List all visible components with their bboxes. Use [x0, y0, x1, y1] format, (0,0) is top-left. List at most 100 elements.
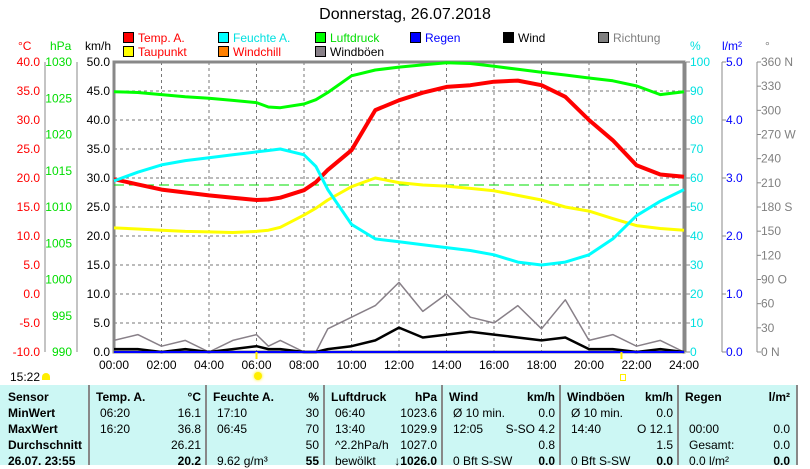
table-column: Temp. A. °C 06:20 16.1 16:20 36.8 26.21 20.2 — [90, 385, 205, 468]
column-divider — [205, 385, 207, 465]
axis-temp-tick-label: -5.0 — [19, 316, 40, 330]
axis-rain-tick-label: 5.0 — [726, 55, 743, 69]
table-column: Windböen km/h Ø 10 min. 0.0 14:40 O 12.1 1.5 0 … — [561, 385, 677, 468]
cell-secondary: 9.62 g/m³ — [217, 454, 268, 468]
axis-humidity-tick-label: 10 — [690, 316, 704, 330]
axis-temp-tick-label: 15.0 — [17, 200, 41, 214]
column-unit: hPa — [414, 390, 437, 404]
axis-rain-tick-label: 3.0 — [726, 171, 743, 185]
column-header: Sensor — [0, 389, 88, 405]
table-cell: Gesamt: 0.0 — [679, 437, 794, 453]
column-unit: km/h — [526, 390, 555, 404]
x-tick-label: 00:00 — [99, 358, 129, 372]
axis-humidity-tick-label: 100 — [690, 55, 710, 69]
column-header: Windböen km/h — [561, 389, 677, 405]
axis-direction-unit: ° — [765, 39, 770, 53]
axis-humidity-unit: % — [690, 39, 701, 53]
table-cell: 16:20 36.8 — [90, 421, 205, 437]
legend-swatch — [503, 32, 514, 43]
legend-swatch — [598, 32, 609, 43]
axis-direction-tick-label: 210 — [761, 176, 781, 190]
legend-swatch — [315, 32, 326, 43]
cell-secondary: 14:40 — [571, 422, 602, 436]
table-cell: 17:10 30 — [207, 405, 323, 421]
series-feuchte-a- — [113, 147, 685, 267]
axis-wind-tick-label: 25.0 — [87, 200, 111, 214]
axis-humidity-tick-label: 70 — [690, 142, 704, 156]
legend-label: Taupunkt — [138, 45, 187, 59]
axis-temp-tick-label: 40.0 — [17, 55, 41, 69]
column-name: Wind — [449, 390, 479, 404]
cell-secondary: 13:40 — [335, 422, 366, 436]
column-divider — [677, 385, 679, 465]
table-cell: 0.0 l/m² 0.0 — [679, 453, 794, 469]
cell-value: 55 — [305, 454, 319, 468]
axis-humidity-tick-label: 80 — [690, 113, 704, 127]
cell-value: 0.0 — [538, 406, 555, 420]
table-cell: ^2.2hPa/h 1027.0 — [325, 437, 441, 453]
axis-rain-tick-label: 2.0 — [726, 229, 743, 243]
column-name: Regen — [685, 390, 722, 404]
cell-secondary: Ø 10 min. — [571, 406, 624, 420]
legend-label: Windchill — [233, 45, 282, 59]
axis-direction-tick-label: 300 — [761, 103, 781, 117]
moon-icon — [620, 374, 626, 381]
legend-item: Taupunkt — [123, 45, 187, 59]
table-cell: bewölkt ↓1026.0 — [325, 453, 441, 469]
cell-value: 0.0 — [538, 454, 555, 468]
table-cell: 14:40 O 12.1 — [561, 421, 677, 437]
cell-secondary: 16:20 — [100, 422, 131, 436]
axis-wind-tick-label: 0.0 — [93, 345, 110, 359]
x-tick-label: 14:00 — [431, 358, 461, 372]
legend-swatch — [123, 32, 134, 43]
cell-secondary: 0 Bft S-SW — [453, 454, 513, 468]
axis-rain-unit: l/m² — [722, 39, 742, 53]
table-cell: 26.21 — [90, 437, 205, 453]
axis-wind-tick-label: 35.0 — [87, 142, 111, 156]
column-header: Regen l/m² — [679, 389, 794, 405]
table-column: Feuchte A.% 17:10 30 06:45 70 50 9.62 g/m³ 55 — [207, 385, 323, 468]
row-label: MaxWert — [8, 422, 58, 436]
axis-rain-tick-label: 4.0 — [726, 113, 743, 127]
column-header: Wind km/h — [443, 389, 559, 405]
axis-humidity-tick-label: 0 — [690, 345, 697, 359]
column-header: Feuchte A.% — [207, 389, 323, 405]
axis-direction-tick-label: 30 — [761, 321, 775, 335]
axis-pressure-tick-label: 1000 — [45, 273, 72, 287]
cell-value: ↓1026.0 — [394, 454, 437, 468]
axis-pressure-tick-label: 1010 — [45, 200, 72, 214]
column-name: Sensor — [8, 390, 49, 404]
cell-value: 0.0 — [656, 454, 673, 468]
axis-temp-tick-label: 25.0 — [17, 142, 41, 156]
table-column: Wind km/h Ø 10 min. 0.0 12:05 S-SO 4.2 0.8 0 Bf… — [443, 385, 559, 468]
axis-wind-unit: km/h — [85, 39, 111, 53]
table-cell: 12:05 S-SO 4.2 — [443, 421, 559, 437]
series-taupunkt — [113, 176, 685, 234]
cell-value: 36.8 — [177, 422, 201, 436]
legend-label: Feuchte A. — [233, 31, 291, 45]
column-unit: km/h — [644, 390, 673, 404]
cell-value: 0.8 — [538, 438, 555, 452]
x-tick-label: 12:00 — [384, 358, 414, 372]
axis-wind-tick-label: 20.0 — [87, 229, 111, 243]
axis-pressure-tick-label: 1025 — [45, 91, 72, 105]
series-temp-a- — [113, 78, 685, 202]
column-unit: l/m² — [768, 390, 790, 404]
axis-pressure-tick-label: 1020 — [45, 128, 72, 142]
x-tick-label: 10:00 — [336, 358, 366, 372]
axis-direction-tick-label: 150 — [761, 224, 781, 238]
cell-secondary: bewölkt — [335, 454, 376, 468]
column-name: Feuchte A. — [213, 390, 274, 404]
table-cell: 06:20 16.1 — [90, 405, 205, 421]
cell-secondary: Ø 10 min. — [453, 406, 506, 420]
table-cell — [679, 405, 794, 421]
column-unit: °C — [187, 390, 201, 404]
table-cell: 0 Bft S-SW 0.0 — [443, 453, 559, 469]
axis-wind-tick-label: 5.0 — [93, 316, 110, 330]
cloud-icon — [42, 373, 50, 380]
table-cell: Ø 10 min. 0.0 — [561, 405, 677, 421]
legend-swatch — [218, 46, 229, 57]
legend-label: Richtung — [613, 31, 661, 45]
axis-temp-tick-label: 20.0 — [17, 171, 41, 185]
cell-secondary: 0 Bft S-SW — [571, 454, 631, 468]
